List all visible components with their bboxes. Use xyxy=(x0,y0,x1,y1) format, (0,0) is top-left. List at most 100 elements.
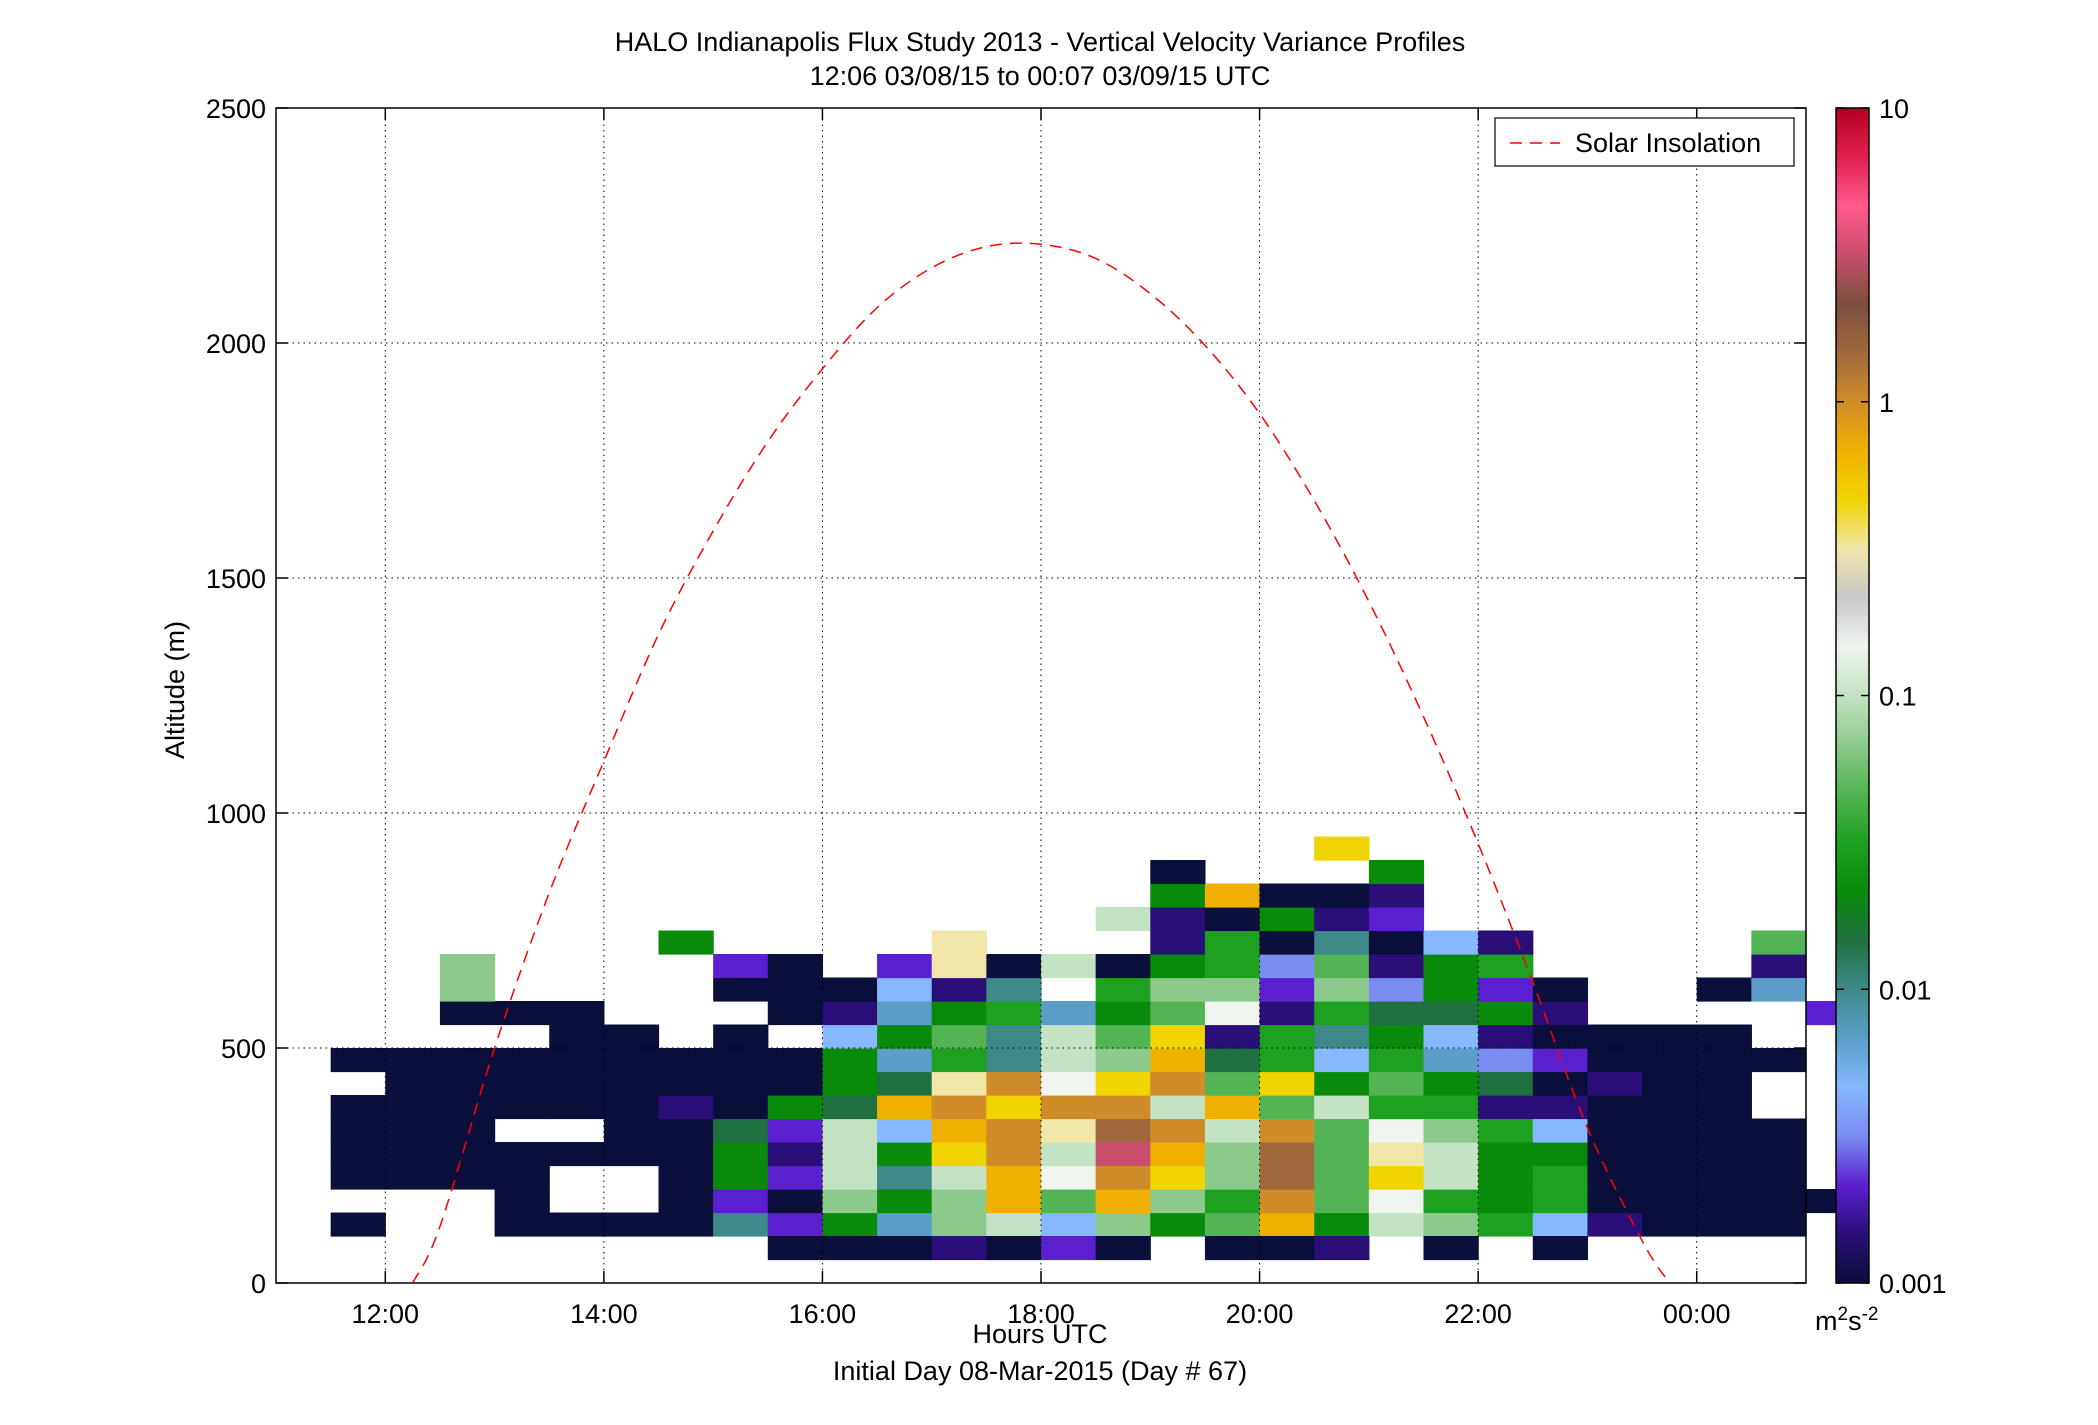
heatmap-cell xyxy=(1423,1001,1479,1026)
heatmap-cell xyxy=(1204,1001,1261,1026)
heatmap-cell xyxy=(986,1142,1042,1167)
heatmap-cell xyxy=(1751,1189,1807,1214)
heatmap-cell xyxy=(986,1095,1042,1120)
heatmap-cell xyxy=(1204,907,1261,932)
colorbar-ticks: 0.001 0.01 0.1 1 10 xyxy=(1836,94,1947,1299)
heatmap-cell xyxy=(603,1142,660,1167)
heatmap-cell xyxy=(1095,1095,1151,1120)
x-tick-label: 20:00 xyxy=(1226,1299,1294,1329)
heatmap-cell xyxy=(1204,1024,1261,1049)
x-axis-label: Hours UTC xyxy=(972,1319,1107,1349)
y-axis-label: Altitude (m) xyxy=(160,621,190,759)
heatmap-cell xyxy=(1423,1095,1479,1120)
heatmap-cell xyxy=(1204,1236,1261,1261)
heatmap-cell xyxy=(1532,1236,1589,1261)
heatmap-cell xyxy=(330,1212,386,1237)
heatmap-cell xyxy=(1041,1024,1097,1049)
heatmap-cell xyxy=(1423,954,1479,979)
heatmap-cell xyxy=(822,1118,878,1143)
heatmap-cell xyxy=(1314,883,1370,908)
heatmap-cell xyxy=(986,1048,1042,1073)
heatmap-cell xyxy=(1642,1165,1698,1190)
heatmap-cell xyxy=(767,1118,824,1143)
heatmap-cell xyxy=(1259,1189,1315,1214)
heatmap-cell xyxy=(1204,883,1261,908)
x-tick-label: 18:00 xyxy=(1007,1299,1075,1329)
heatmap-cell xyxy=(1150,1142,1206,1167)
heatmap-cell xyxy=(1532,1165,1589,1190)
heatmap-cell xyxy=(767,1095,824,1120)
heatmap-cell xyxy=(1368,860,1425,885)
heatmap-cell xyxy=(1041,1071,1097,1096)
heatmap-cell xyxy=(822,1071,878,1096)
heatmap-cell xyxy=(713,1095,769,1120)
heatmap-cell xyxy=(1751,1142,1807,1167)
chart-subtitle: 12:06 03/08/15 to 00:07 03/09/15 UTC xyxy=(810,61,1271,91)
heatmap-cell xyxy=(931,1024,987,1049)
heatmap-cell xyxy=(603,1071,660,1096)
heatmap-cell xyxy=(1150,883,1206,908)
heatmap-cell xyxy=(1259,930,1315,955)
x-axis-sublabel: Initial Day 08-Mar-2015 (Day # 67) xyxy=(833,1356,1247,1386)
y-tick-label: 2000 xyxy=(206,329,266,359)
heatmap-cell xyxy=(1532,1118,1589,1143)
heatmap-cell xyxy=(1587,1165,1643,1190)
heatmap-cell xyxy=(1150,1189,1206,1214)
heatmap-cell xyxy=(1204,1071,1261,1096)
heatmap-cell xyxy=(877,1236,933,1261)
heatmap-cell xyxy=(439,1071,496,1096)
heatmap-cell xyxy=(1095,907,1151,932)
heatmap-cell xyxy=(822,1212,878,1237)
heatmap-cell xyxy=(1204,930,1261,955)
heatmap-cell xyxy=(1204,1118,1261,1143)
heatmap-cell xyxy=(1314,1165,1370,1190)
heatmap-cell xyxy=(1095,1236,1151,1261)
legend: Solar Insolation xyxy=(1494,117,1795,167)
heatmap-cell xyxy=(1751,1165,1807,1190)
heatmap-cell xyxy=(330,1095,386,1120)
heatmap-cell xyxy=(1642,1189,1698,1214)
heatmap-cell xyxy=(1095,1212,1151,1237)
heatmap-cell xyxy=(1368,1165,1425,1190)
heatmap-cell xyxy=(1314,930,1370,955)
heatmap-cell xyxy=(1696,977,1752,1002)
heatmap-cell xyxy=(549,1048,605,1073)
heatmap-cell xyxy=(1259,954,1315,979)
heatmap-cell xyxy=(1751,1048,1807,1073)
heatmap-cell xyxy=(1150,1118,1206,1143)
heatmap-cell xyxy=(1204,1142,1261,1167)
heatmap-cell xyxy=(1532,1001,1589,1026)
heatmap-cell xyxy=(1259,1236,1315,1261)
heatmap-cell xyxy=(822,1024,878,1049)
heatmap-cell xyxy=(603,1095,660,1120)
heatmap-cell xyxy=(439,1142,496,1167)
heatmap-cell xyxy=(1150,1001,1206,1026)
heatmap-cell xyxy=(1150,977,1206,1002)
heatmap-cell xyxy=(1095,1118,1151,1143)
heatmap-cell xyxy=(1314,1024,1370,1049)
colorbar-unit: m2s-2 xyxy=(1815,1304,1878,1336)
heatmap-cell xyxy=(1368,977,1425,1002)
heatmap-cell xyxy=(1587,1118,1643,1143)
heatmap-cell xyxy=(1532,1189,1589,1214)
colorbar: 0.001 0.01 0.1 1 10 m2s-2 xyxy=(1815,94,1947,1336)
heatmap-cell xyxy=(1642,1142,1698,1167)
heatmap-cell xyxy=(1642,1071,1698,1096)
heatmap-cell xyxy=(713,1024,769,1049)
heatmap-cell xyxy=(1259,1095,1315,1120)
heatmap-cell xyxy=(1150,1212,1206,1237)
heatmap-cell xyxy=(767,1189,824,1214)
colorbar-tick-label: 0.001 xyxy=(1879,1269,1947,1299)
heatmap-cell xyxy=(1259,977,1315,1002)
heatmap-cell xyxy=(822,1165,878,1190)
heatmap-cell xyxy=(1314,977,1370,1002)
heatmap-cell xyxy=(1478,1142,1534,1167)
heatmap-cell xyxy=(877,1165,933,1190)
heatmap-cell xyxy=(822,1095,878,1120)
heatmap-cell xyxy=(1478,1048,1534,1073)
heatmap-cell xyxy=(1204,1048,1261,1073)
heatmap-cell xyxy=(931,930,987,955)
heatmap-cell xyxy=(1150,907,1206,932)
heatmap-cell xyxy=(1259,1001,1315,1026)
